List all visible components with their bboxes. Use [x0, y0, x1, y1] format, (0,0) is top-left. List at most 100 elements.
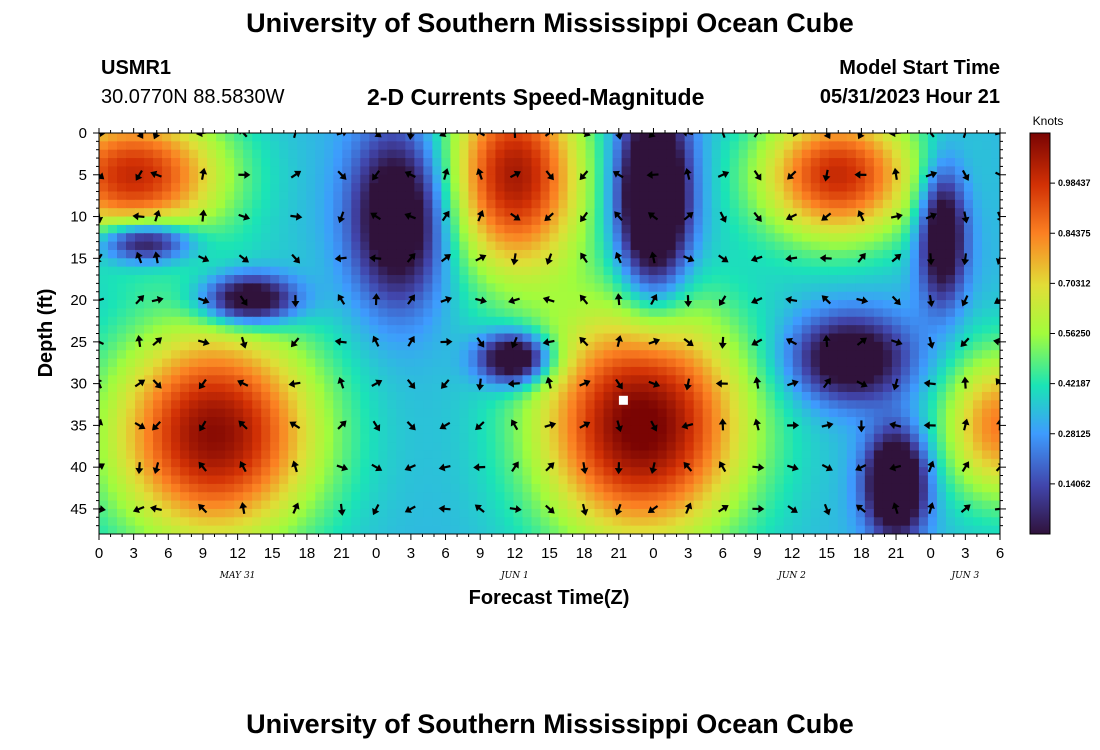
heat-cell: [540, 208, 551, 218]
heat-cell: [135, 391, 145, 401]
heat-cell: [819, 425, 830, 435]
heat-cell: [342, 467, 352, 477]
heat-cell: [459, 208, 470, 218]
heat-cell: [666, 492, 677, 502]
heat-cell: [135, 475, 145, 485]
heat-cell: [693, 158, 704, 168]
heat-cell: [207, 508, 217, 518]
heat-cell: [486, 291, 497, 301]
heat-cell: [981, 258, 992, 268]
heat-cell: [279, 425, 289, 435]
heat-cell: [486, 308, 497, 318]
heat-cell: [603, 149, 614, 159]
current-arrow: [545, 253, 553, 265]
heat-cell: [837, 467, 848, 477]
heat-cell: [981, 325, 992, 335]
heat-cell: [918, 375, 929, 385]
heat-cell: [927, 149, 938, 159]
heat-cell: [171, 525, 181, 534]
heat-cell: [216, 149, 226, 159]
heat-cell: [792, 408, 803, 418]
heat-cell: [495, 341, 506, 351]
heat-cell: [657, 442, 668, 452]
heat-cell: [909, 366, 920, 376]
heat-cell: [837, 433, 848, 443]
heat-cell: [459, 183, 470, 193]
heat-cell: [900, 283, 911, 293]
heat-cell: [270, 133, 280, 142]
heat-cell: [990, 241, 1000, 251]
heat-cell: [630, 149, 641, 159]
current-arrow: [648, 133, 658, 138]
current-arrow: [371, 463, 383, 472]
heat-cell: [522, 467, 533, 477]
heat-cell: [531, 492, 542, 502]
heat-cell: [360, 149, 370, 159]
heat-cell: [432, 258, 442, 268]
heat-cell: [972, 425, 983, 435]
heat-cell: [954, 133, 965, 142]
heat-cell: [126, 341, 136, 351]
heat-cell: [936, 233, 947, 243]
heat-cell: [873, 458, 884, 468]
heat-cell: [513, 316, 524, 326]
heat-cell: [351, 158, 361, 168]
heat-cell: [657, 517, 668, 527]
heat-cell: [531, 391, 542, 401]
heat-cell: [486, 158, 497, 168]
heat-cell: [882, 266, 893, 276]
heat-cell: [540, 375, 551, 385]
heat-cell: [522, 266, 533, 276]
heat-cell: [513, 208, 524, 218]
heat-cell: [342, 433, 352, 443]
heat-cell: [387, 333, 397, 343]
heat-cell: [333, 517, 343, 527]
heat-cell: [558, 433, 569, 443]
heat-cell: [450, 391, 460, 401]
heat-cell: [666, 391, 677, 401]
heat-cell: [126, 216, 136, 226]
heat-cell: [288, 517, 298, 527]
heat-cell: [648, 199, 659, 209]
heat-cell: [144, 341, 154, 351]
heat-cell: [288, 208, 298, 218]
current-arrow: [683, 378, 692, 391]
heat-cell: [900, 183, 911, 193]
heat-cell: [846, 183, 857, 193]
heat-cell: [342, 425, 352, 435]
heat-cell: [468, 241, 479, 251]
heat-cell: [828, 525, 839, 534]
current-arrow: [648, 337, 661, 346]
heat-cell: [711, 383, 722, 393]
heat-cell: [918, 458, 929, 468]
current-arrow: [614, 503, 623, 516]
heat-cell: [252, 133, 262, 142]
heat-cell: [306, 517, 316, 527]
heat-cell: [144, 366, 154, 376]
heat-cell: [657, 350, 668, 360]
heat-cell: [459, 216, 470, 226]
heat-cell: [963, 208, 974, 218]
heat-cell: [846, 483, 857, 493]
heat-cell: [594, 216, 605, 226]
heat-cell: [891, 358, 902, 368]
heat-cell: [270, 183, 280, 193]
heat-cell: [855, 249, 866, 259]
heat-cell: [567, 133, 578, 142]
heat-cell: [468, 350, 479, 360]
heat-cell: [180, 166, 190, 176]
heat-cell: [612, 300, 623, 310]
heat-cell: [450, 358, 460, 368]
heat-cell: [513, 333, 524, 343]
heat-cell: [585, 433, 596, 443]
heat-cell: [234, 375, 244, 385]
current-arrow: [615, 335, 623, 348]
heat-cell: [117, 350, 127, 360]
heat-cell: [144, 300, 154, 310]
heat-cell: [639, 458, 650, 468]
heat-cell: [765, 433, 776, 443]
heat-cell: [621, 275, 632, 284]
heat-cell: [765, 275, 776, 284]
heat-cell: [207, 400, 217, 410]
heat-cell: [180, 233, 190, 243]
